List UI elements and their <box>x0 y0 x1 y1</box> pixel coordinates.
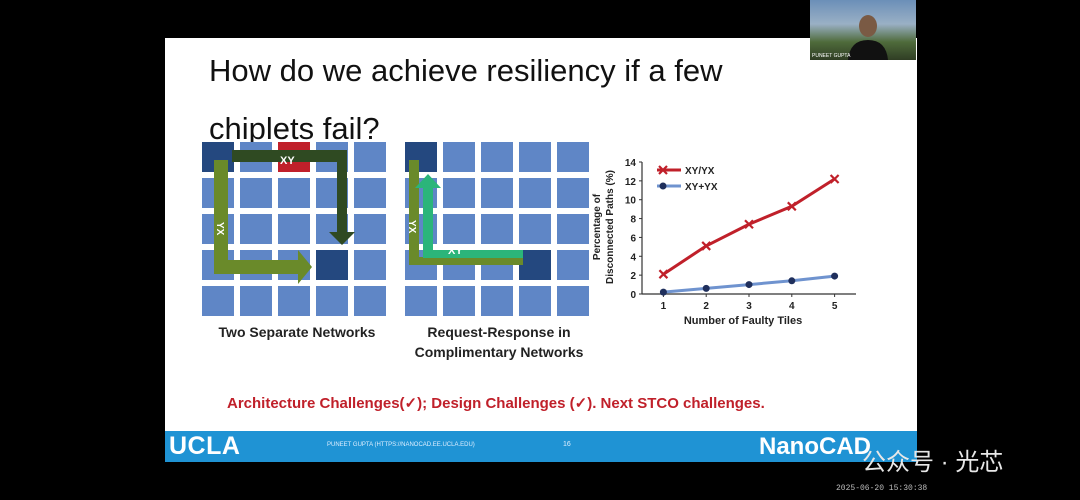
tile <box>557 250 589 280</box>
data-point <box>829 174 840 184</box>
tile <box>557 214 589 244</box>
tile <box>354 286 386 316</box>
data-point <box>702 284 710 292</box>
xy-route-label: XY <box>280 155 295 167</box>
middle-routes: XY YX <box>406 160 523 265</box>
timestamp: 2025-06-20 15:30:38 <box>836 484 928 493</box>
tile <box>240 178 272 208</box>
footer-url: PUNEET GUPTA (HTTPS://NANOCAD.EE.UCLA.ED… <box>327 442 475 448</box>
y-tick-label: 14 <box>625 158 637 169</box>
tile <box>240 286 272 316</box>
tile <box>278 178 310 208</box>
tile <box>316 286 348 316</box>
presenter-avatar-icon <box>848 15 888 60</box>
page-number: 16 <box>563 441 571 448</box>
tile <box>354 142 386 172</box>
chart-y-label-line-1: Percentage of <box>592 193 603 260</box>
nanocad-logo: NanoCAD <box>759 433 871 460</box>
tile <box>557 178 589 208</box>
y-tick-label: 6 <box>630 233 636 244</box>
chart-series <box>658 174 840 296</box>
tile <box>316 250 348 280</box>
data-point <box>831 272 839 280</box>
data-point <box>787 201 797 212</box>
tile <box>481 178 513 208</box>
tile <box>519 214 551 244</box>
x-tick-label: 2 <box>703 301 709 312</box>
middle-caption-line-2: Complimentary Networks <box>414 344 584 360</box>
legend-marker <box>659 182 667 190</box>
left-routes: XY YX <box>214 150 355 284</box>
data-point <box>744 219 754 230</box>
x-tick-label: 5 <box>832 301 838 312</box>
legend-label: XY+YX <box>685 182 718 193</box>
tile <box>519 250 551 280</box>
webcam-name: PUNEET GUPTA <box>812 53 851 59</box>
left-diagram-caption: Two Separate Networks <box>218 324 376 340</box>
xy-response-arrow <box>415 174 523 258</box>
x-tick-label: 1 <box>661 301 667 312</box>
tile <box>354 178 386 208</box>
middle-tile-grid <box>405 142 593 318</box>
y-tick-label: 2 <box>630 271 636 282</box>
tile <box>519 178 551 208</box>
tile <box>481 214 513 244</box>
ucla-logo: UCLA <box>169 432 241 460</box>
y-tick-label: 12 <box>625 177 637 188</box>
webcam-thumbnail[interactable]: PUNEET GUPTA <box>810 0 916 60</box>
tile <box>519 142 551 172</box>
y-tick-label: 4 <box>630 252 636 263</box>
data-point <box>745 281 753 289</box>
chart-x-label: Number of Faulty Tiles <box>684 315 802 327</box>
x-tick-label: 4 <box>789 301 795 312</box>
tile <box>443 142 475 172</box>
tile <box>278 286 310 316</box>
series-line-XY/YX <box>662 177 836 276</box>
tile <box>405 286 437 316</box>
data-point <box>788 277 796 285</box>
title-line-2: chiplets fail? <box>209 111 380 146</box>
tile <box>240 214 272 244</box>
tile <box>443 214 475 244</box>
xy-route-label: XY <box>448 245 463 257</box>
middle-caption-line-1: Request-Response in <box>427 324 571 340</box>
tile <box>481 142 513 172</box>
tile <box>354 250 386 280</box>
yx-route-label: YX <box>214 222 225 236</box>
title-line-1: How do we achieve resiliency if a few <box>209 53 723 88</box>
tile <box>354 214 386 244</box>
tile <box>481 286 513 316</box>
tile <box>557 142 589 172</box>
slide-footer: UCLA PUNEET GUPTA (HTTPS://NANOCAD.EE.UC… <box>165 431 917 462</box>
xy-route-arrow <box>232 150 355 245</box>
tile <box>443 286 475 316</box>
data-point <box>701 241 711 251</box>
y-tick-label: 10 <box>625 196 637 207</box>
y-tick-label: 8 <box>630 215 636 226</box>
slide: How do we achieve resiliency if a few ch… <box>165 38 917 462</box>
legend-marker <box>658 165 668 175</box>
tile <box>443 178 475 208</box>
yx-route-label: YX <box>406 220 417 234</box>
legend-label: XY/YX <box>685 166 715 177</box>
data-point <box>658 269 669 279</box>
chart-legend: XY/YX XY+YX <box>657 165 718 193</box>
y-tick-label: 0 <box>630 290 636 301</box>
x-tick-label: 3 <box>746 301 752 312</box>
tile <box>202 286 234 316</box>
yx-route-arrow <box>214 160 312 284</box>
watermark: 公众号 · 光芯 <box>862 449 1004 476</box>
tile <box>557 286 589 316</box>
challenges-text: Architecture Challenges(✓); Design Chall… <box>227 395 765 412</box>
chart-y-label-line-2: Disconnected Paths (%) <box>605 170 616 284</box>
middle-diagram-caption: Request-Response in Complimentary Networ… <box>395 322 603 362</box>
slide-title: How do we achieve resiliency if a few ch… <box>209 42 809 158</box>
tile <box>278 214 310 244</box>
data-point <box>659 288 667 296</box>
tile <box>519 286 551 316</box>
